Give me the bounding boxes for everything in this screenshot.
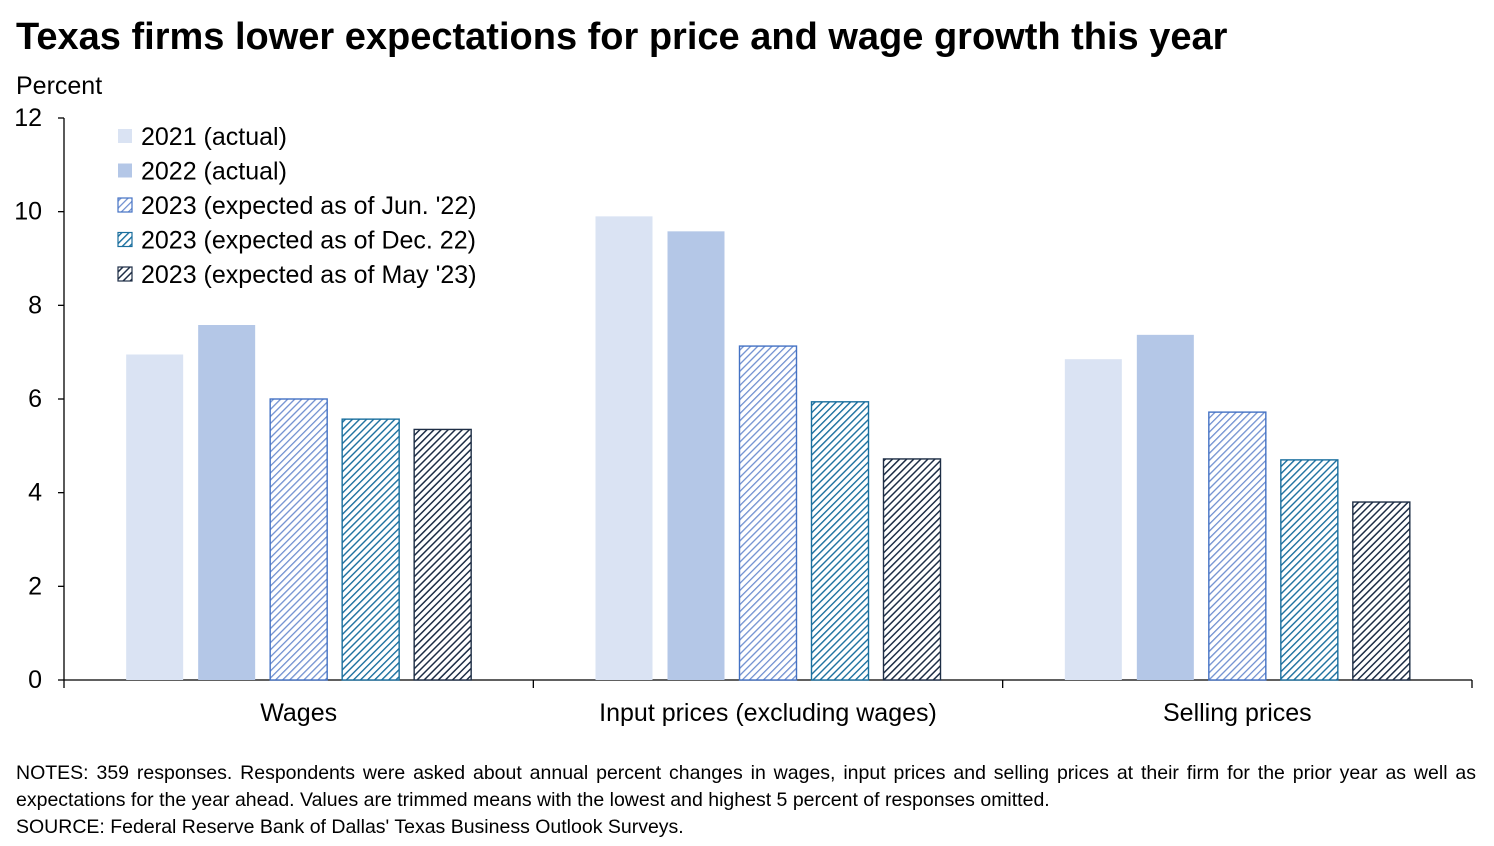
y-tick-label: 4: [28, 479, 42, 507]
legend-label: 2023 (expected as of Dec. 22): [141, 227, 476, 255]
chart-notes: NOTES: 359 responses. Respondents were a…: [16, 760, 1476, 841]
legend-label: 2021 (actual): [141, 123, 287, 151]
legend-label: 2023 (expected as of May '23): [141, 261, 477, 289]
bar: [595, 216, 653, 680]
legend-label: 2022 (actual): [141, 158, 287, 186]
y-tick-label: 2: [28, 572, 42, 600]
bar: [738, 345, 798, 681]
legend-swatch: [117, 266, 133, 282]
bar: [1352, 501, 1411, 681]
legend-swatch: [118, 163, 132, 178]
legend-swatch: [117, 197, 133, 213]
bar: [269, 398, 328, 681]
x-category-label: Selling prices: [1163, 699, 1312, 727]
bar: [1136, 334, 1194, 680]
y-tick-label: 12: [14, 104, 42, 132]
y-axis-unit-label: Percent: [16, 72, 103, 100]
y-tick-label: 8: [28, 291, 42, 319]
source-text: SOURCE: Federal Reserve Bank of Dallas' …: [16, 816, 684, 838]
legend-swatch: [118, 129, 132, 143]
bar: [1280, 459, 1339, 681]
bars: [126, 216, 1411, 681]
bar: [413, 428, 472, 681]
notes-text: NOTES: 359 responses. Respondents were a…: [16, 762, 1476, 811]
bar: [810, 401, 870, 681]
x-category-label: Input prices (excluding wages): [599, 699, 937, 727]
legend: 2021 (actual) 2022 (actual) 2023 (expected…: [117, 123, 477, 289]
chart-title: Texas firms lower expectations for price…: [16, 16, 1228, 58]
bar: [882, 458, 942, 681]
bar: [341, 418, 400, 681]
axes: 0 2 4 6 8 10 12 Wages Input prices (excluding wa…: [14, 104, 1473, 727]
y-tick-label: 6: [28, 385, 42, 413]
bar: [667, 231, 725, 680]
bar: [1064, 359, 1122, 680]
y-tick-label: 10: [14, 198, 42, 226]
x-category-label: Wages: [260, 699, 337, 727]
y-tick-label: 0: [28, 666, 42, 694]
legend-swatch: [117, 231, 133, 248]
bar: [1208, 411, 1267, 681]
legend-label: 2023 (expected as of Jun. '22): [141, 192, 477, 220]
bar-chart: 0 2 4 6 8 10 12 Wages Input prices (excluding wa…: [14, 104, 1473, 727]
bar: [126, 354, 184, 680]
bar: [198, 325, 256, 680]
